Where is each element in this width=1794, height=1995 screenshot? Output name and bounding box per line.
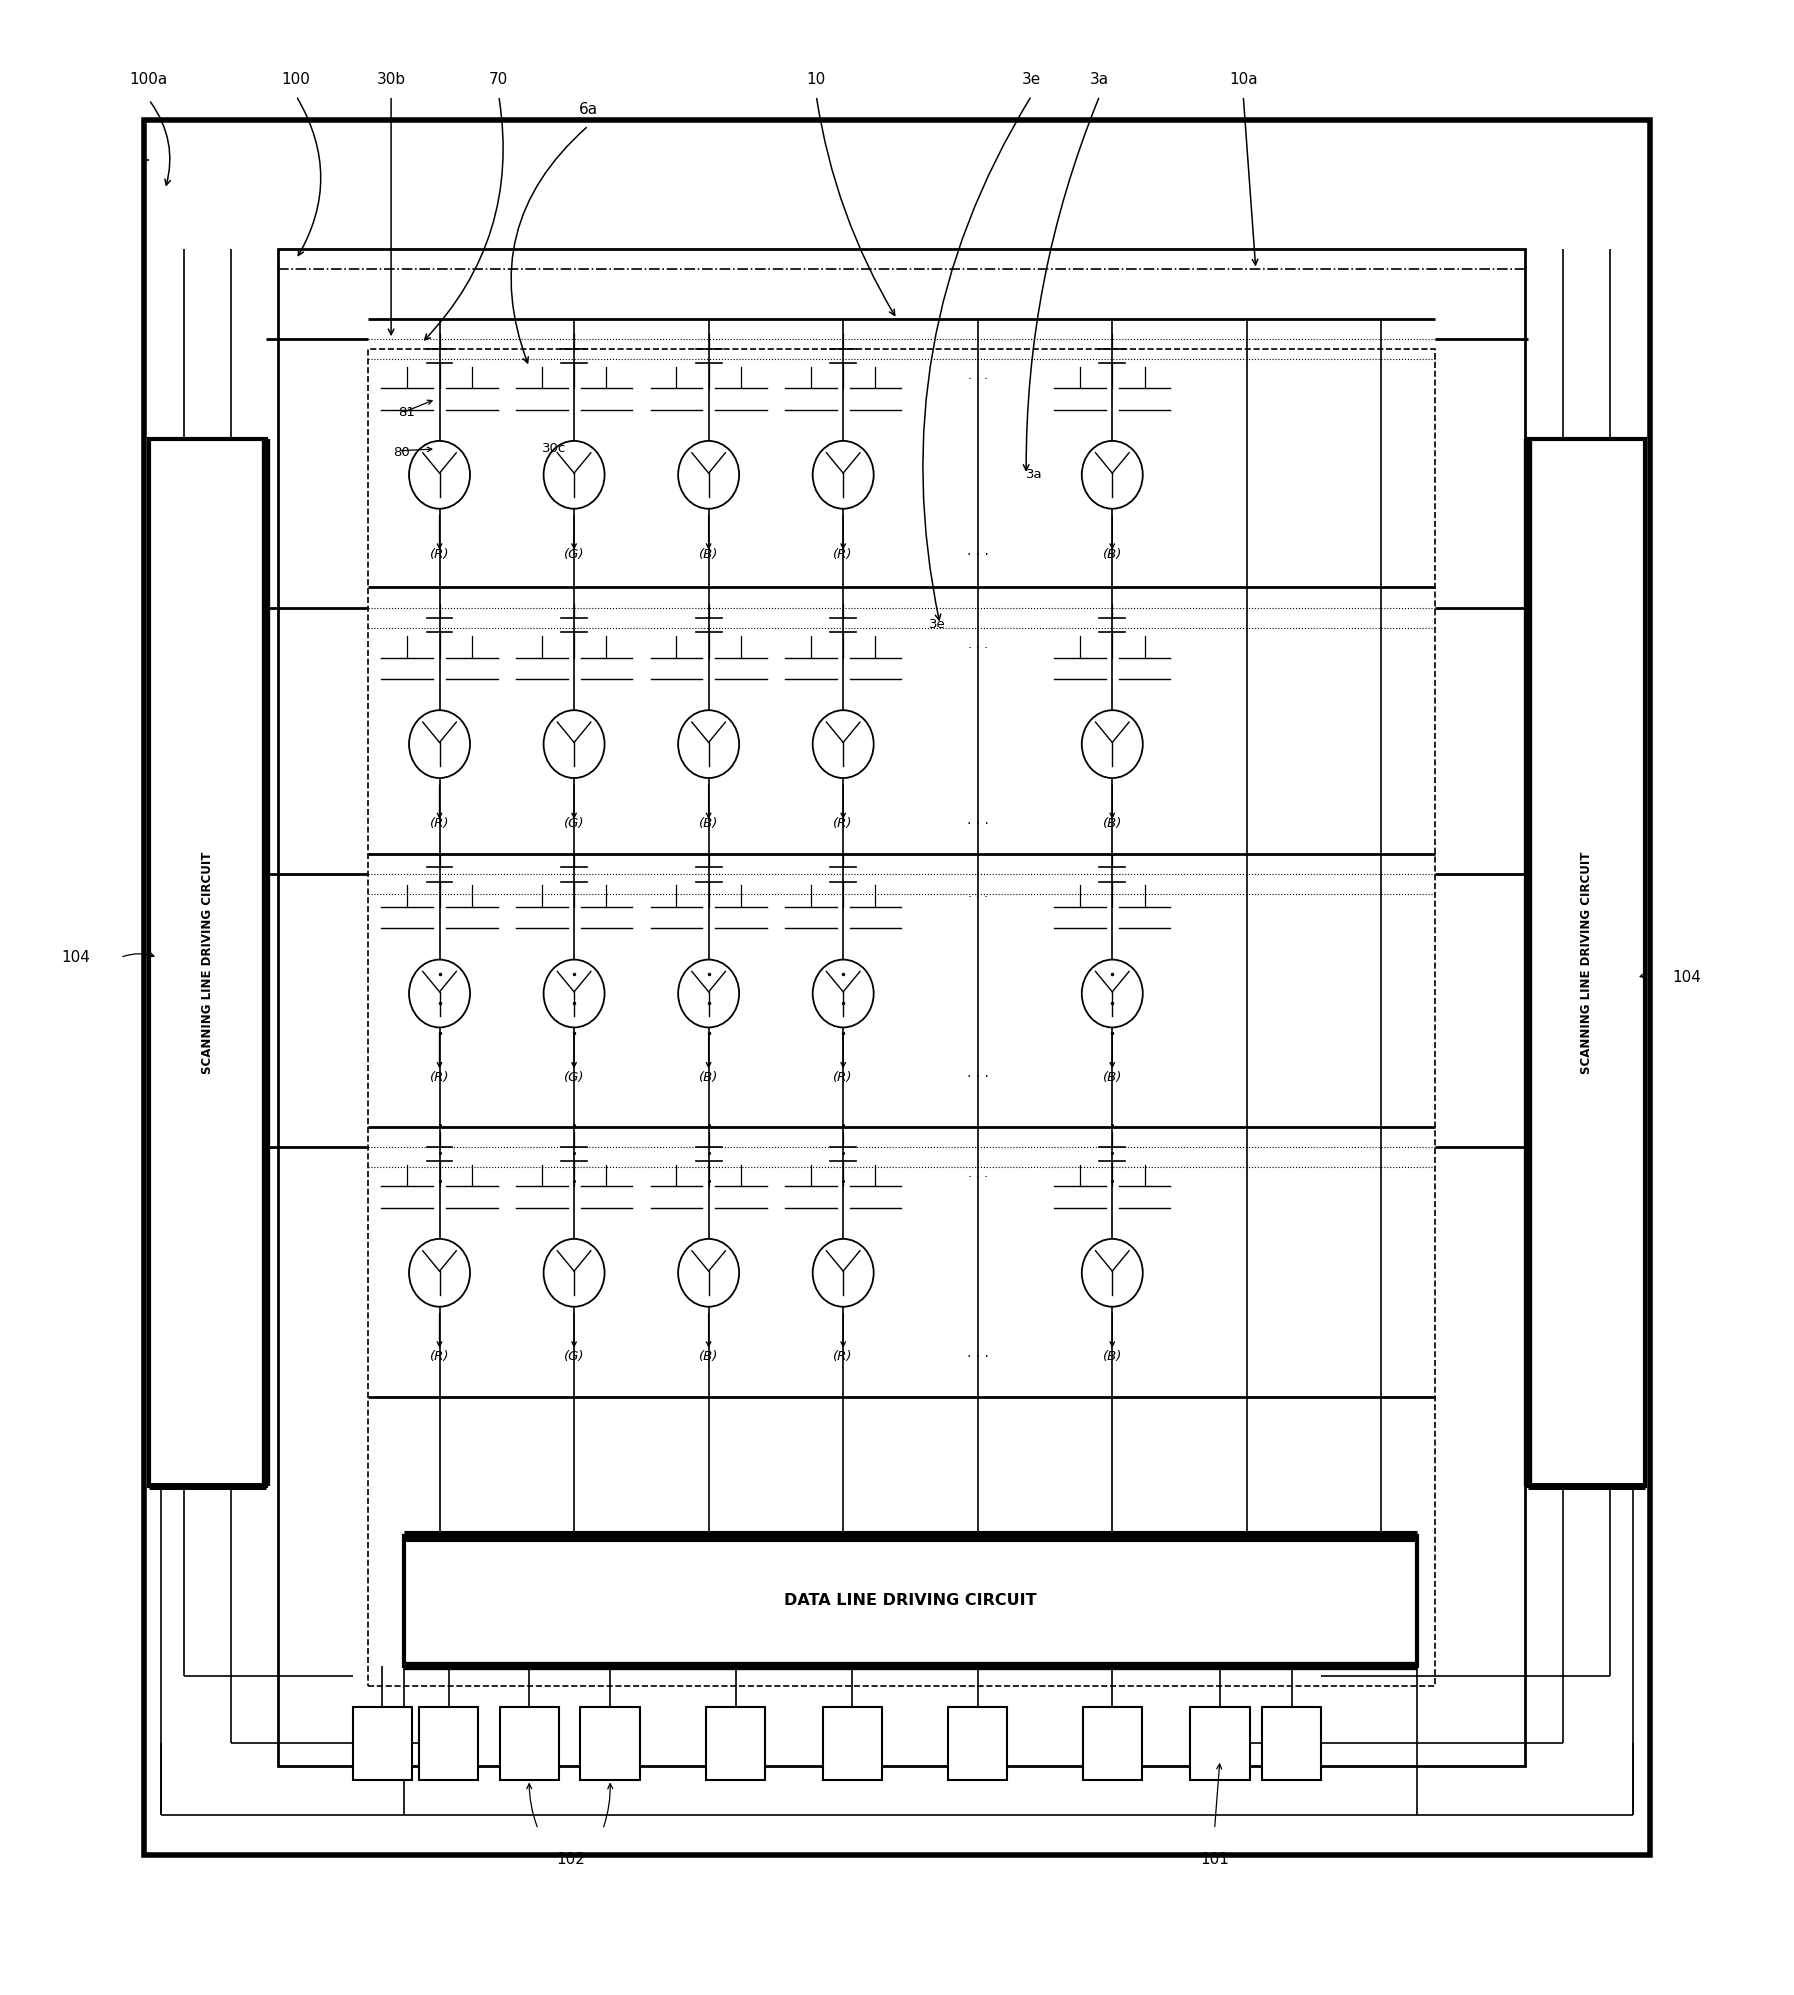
Circle shape (409, 710, 470, 778)
Bar (1084, 1708, 1143, 1780)
Text: 81: 81 (398, 407, 414, 419)
Circle shape (678, 710, 739, 778)
Circle shape (544, 710, 605, 778)
Text: (G): (G) (563, 1351, 585, 1363)
Circle shape (409, 960, 470, 1027)
Text: 6a: 6a (579, 102, 597, 118)
Bar (499, 1708, 560, 1780)
Circle shape (1082, 441, 1143, 509)
Bar (149, 439, 266, 1486)
Text: SCANNING LINE DRIVING CIRCUIT: SCANNING LINE DRIVING CIRCUIT (201, 852, 213, 1073)
Text: · · ·: · · · (967, 1349, 988, 1365)
Text: SCANNING LINE DRIVING CIRCUIT: SCANNING LINE DRIVING CIRCUIT (1581, 852, 1593, 1073)
Circle shape (813, 441, 874, 509)
Circle shape (544, 1239, 605, 1307)
Circle shape (813, 960, 874, 1027)
Bar (1528, 439, 1645, 1486)
Text: (R): (R) (431, 1351, 448, 1363)
Circle shape (678, 441, 739, 509)
Text: (B): (B) (1103, 818, 1121, 830)
Text: 10a: 10a (1229, 72, 1258, 88)
Text: (B): (B) (700, 549, 718, 561)
Text: 104: 104 (1672, 970, 1701, 986)
Bar (368, 349, 1435, 1686)
Text: · · ·: · · · (967, 1171, 988, 1183)
Circle shape (544, 441, 605, 509)
Text: 30b: 30b (377, 72, 405, 88)
Text: (B): (B) (700, 818, 718, 830)
Circle shape (813, 1239, 874, 1307)
Text: 3e: 3e (929, 618, 945, 630)
Circle shape (1082, 710, 1143, 778)
Bar (404, 1536, 1417, 1666)
Text: (B): (B) (700, 1071, 718, 1083)
Text: 3a: 3a (1091, 72, 1109, 88)
Text: · · ·: · · · (967, 892, 988, 904)
Text: 30c: 30c (542, 443, 567, 455)
Text: (R): (R) (834, 1071, 852, 1083)
Circle shape (409, 1239, 470, 1307)
Circle shape (813, 710, 874, 778)
Text: 102: 102 (556, 1851, 585, 1867)
Text: (G): (G) (563, 818, 585, 830)
Circle shape (1082, 1239, 1143, 1307)
Bar (144, 120, 1650, 1855)
Circle shape (678, 960, 739, 1027)
Bar (947, 1708, 1008, 1780)
Text: (R): (R) (834, 549, 852, 561)
Bar (1191, 1708, 1250, 1780)
Bar (1261, 1708, 1320, 1780)
Text: 10: 10 (807, 72, 825, 88)
Text: (R): (R) (431, 818, 448, 830)
Text: (R): (R) (834, 1351, 852, 1363)
Text: (R): (R) (431, 549, 448, 561)
Text: (B): (B) (1103, 1351, 1121, 1363)
Text: 100: 100 (282, 72, 310, 88)
Bar (352, 1708, 411, 1780)
Text: 100a: 100a (129, 72, 169, 88)
Bar (822, 1708, 881, 1780)
Text: 80: 80 (393, 447, 409, 459)
Circle shape (409, 441, 470, 509)
Text: · · ·: · · · (967, 816, 988, 832)
Bar (418, 1708, 477, 1780)
Circle shape (544, 960, 605, 1027)
Text: (B): (B) (1103, 549, 1121, 561)
Text: 70: 70 (490, 72, 508, 88)
Text: · · ·: · · · (967, 373, 988, 385)
Text: 104: 104 (61, 950, 90, 966)
Text: (R): (R) (431, 1071, 448, 1083)
Text: · · ·: · · · (967, 547, 988, 563)
Text: (G): (G) (563, 1071, 585, 1083)
Text: (B): (B) (700, 1351, 718, 1363)
Bar (579, 1708, 639, 1780)
Text: · · ·: · · · (967, 1069, 988, 1085)
Circle shape (1082, 960, 1143, 1027)
Text: (B): (B) (1103, 1071, 1121, 1083)
Text: 3e: 3e (1023, 72, 1041, 88)
Text: (R): (R) (834, 818, 852, 830)
Text: 101: 101 (1200, 1851, 1229, 1867)
Bar (705, 1708, 764, 1780)
Text: (G): (G) (563, 549, 585, 561)
Text: · · ·: · · · (967, 642, 988, 654)
Bar (278, 249, 1525, 1766)
Text: 3a: 3a (1026, 469, 1042, 481)
Circle shape (678, 1239, 739, 1307)
Text: DATA LINE DRIVING CIRCUIT: DATA LINE DRIVING CIRCUIT (784, 1594, 1037, 1608)
